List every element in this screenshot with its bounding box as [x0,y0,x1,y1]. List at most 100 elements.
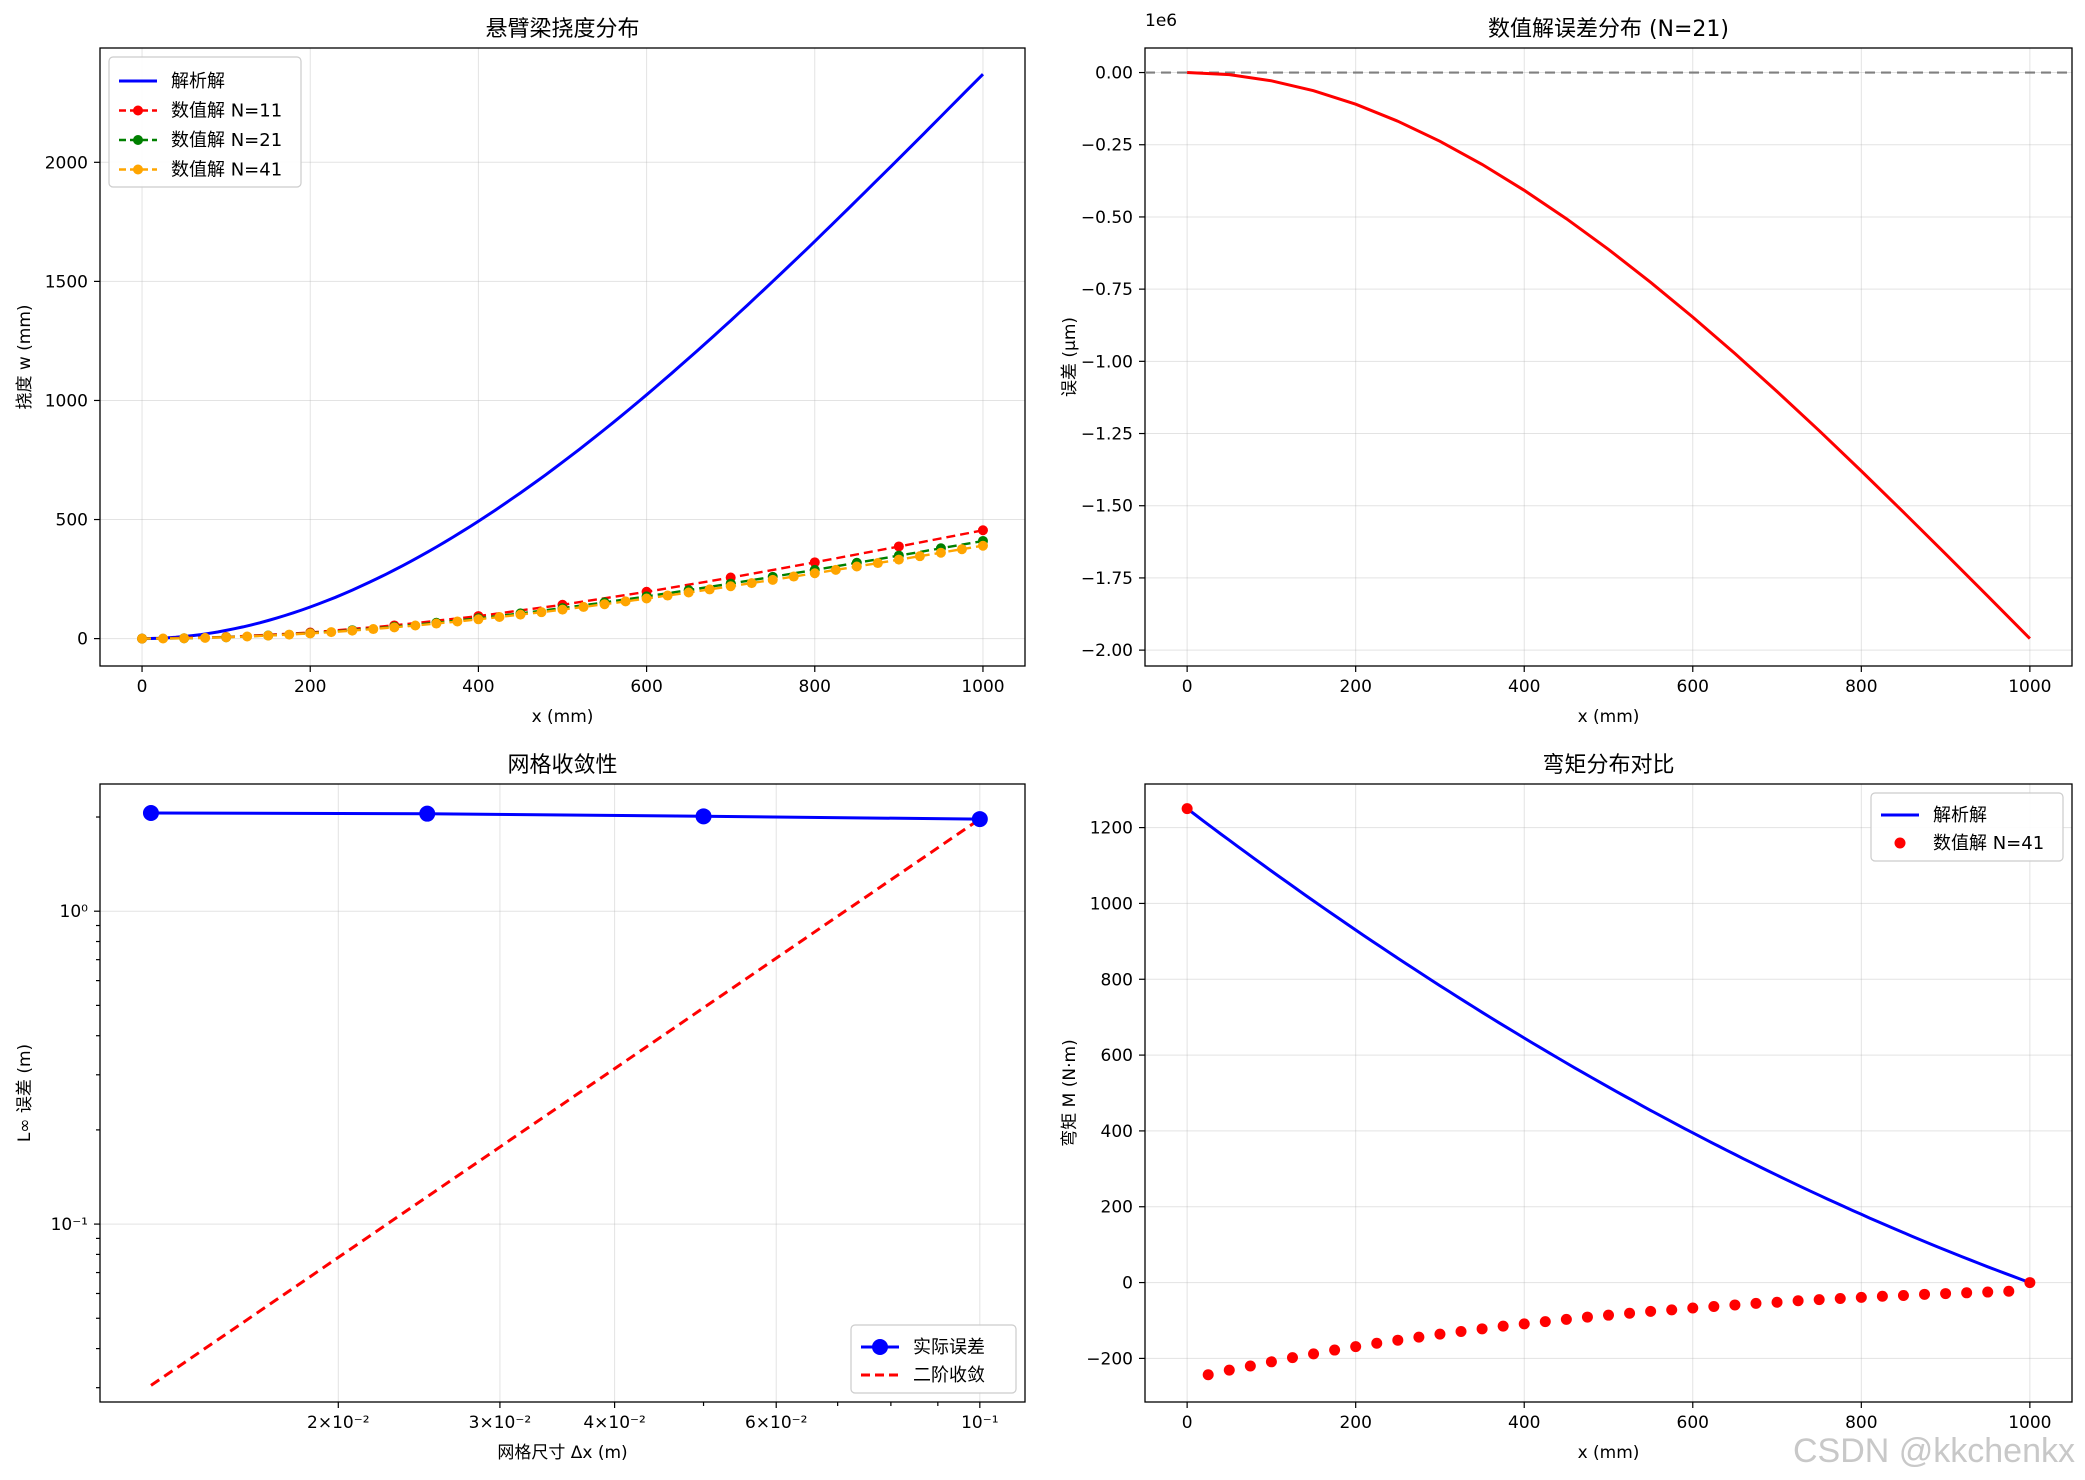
numeric-point [704,584,715,595]
analytic-line [141,73,985,641]
numeric-point [494,612,505,623]
moment-numeric-point [1560,1313,1572,1325]
moment-numeric-point [1771,1296,1783,1308]
y-tick-label: −0.75 [1081,280,1133,300]
moment-numeric-point [1476,1323,1488,1335]
legend-label: 解析解 [171,71,225,92]
y-tick-label: 0.00 [1095,64,1133,84]
x-axis-label: x (mm) [1578,707,1640,727]
chart-title: 数值解误差分布 (N=21) [1488,17,1729,42]
actual-error-point [142,804,159,821]
moment-numeric-point [1982,1286,1994,1298]
x-tick-label: 800 [1845,1413,1877,1433]
moment-numeric-point [1539,1316,1551,1328]
y-tick-label: −1.25 [1081,425,1133,445]
moment-numeric-point [1729,1299,1741,1311]
moment-numeric-point [1497,1320,1509,1332]
y-tick-label: −200 [1086,1349,1133,1369]
numeric-point [851,561,862,572]
x-tick-label: 200 [294,677,326,697]
numeric-point [578,601,589,612]
y-tick-label: 1000 [1090,894,1133,914]
moment-numeric-point [1813,1294,1825,1306]
moment-numeric-point [1876,1290,1888,1302]
numeric-point [305,628,316,639]
x-axis-label: x (mm) [532,707,594,727]
y-tick-label: 200 [1101,1198,1133,1218]
numeric-point [410,620,421,631]
y-tick-label: 0 [1122,1274,1133,1294]
legend-marker [133,105,143,116]
moment-numeric-point [1624,1307,1636,1319]
numeric-point [956,544,967,555]
convergence-chart: 2×10⁻² 3×10⁻² 4×10⁻² 6×10⁻² 10⁻¹ 10⁰ 10⁻¹ 网格收敛性… [15,753,1026,1463]
y-axis-label: 弯矩 M (N·m) [1060,1039,1080,1146]
legend [108,56,302,188]
numeric-point [158,633,169,644]
moment-numeric-point [1855,1291,1867,1303]
numeric-point [809,568,820,579]
plot-frame [1144,783,2073,1403]
actual-error-point [419,805,436,822]
plot-frame [99,783,1026,1403]
moment-numeric-point [1603,1309,1614,1321]
x-tick-label: 400 [462,677,494,697]
numeric-point [683,587,694,598]
moment-numeric-point [1792,1295,1804,1307]
x-tick-label: 0 [137,677,148,697]
legend-marker [133,135,143,145]
legend-label: 实际误差 [913,1337,985,1358]
numeric-point [515,609,526,620]
x-tick-label: 400 [1508,1413,1540,1433]
numeric-point [326,627,337,638]
numeric-point [473,614,484,625]
y-tick-label: −2.00 [1081,641,1133,661]
moment-numeric-point [1329,1344,1341,1356]
x-tick-label: 800 [799,677,831,697]
numeric-point [893,541,904,552]
numeric-point [347,625,358,636]
legend-marker [1894,837,1906,849]
numeric-point [935,547,946,558]
moment-numeric-point [1750,1297,1762,1309]
numeric-point [830,564,841,575]
numeric-point [641,593,652,604]
moment-analytic-line [1186,807,2031,1285]
numeric-point [977,525,988,536]
legend-label: 数值解 N=41 [171,160,282,181]
y-tick-label: −0.25 [1081,136,1133,156]
moment-numeric-point [1581,1311,1593,1323]
x-tick-label: 0 [1182,1413,1193,1433]
y-tick-label: 0 [77,630,88,650]
moment-numeric-point [1645,1305,1657,1317]
numeric-point [221,632,232,643]
grid [100,784,1025,1402]
moment-numeric-point [1687,1302,1699,1314]
numeric-point [788,571,799,582]
numeric-point [662,590,673,601]
legend-marker [133,164,143,175]
y-tick-label: 400 [1101,1122,1133,1142]
moment-numeric-point [1708,1300,1720,1312]
legend-label: 二阶收敛 [913,1365,985,1386]
moment-numeric-point [1265,1356,1277,1368]
plot-frame [1144,47,2073,667]
numeric-line-1 [141,529,984,640]
numeric-point [893,554,904,565]
moment-numeric-point [1371,1337,1383,1349]
x-tick-label: 2×10⁻² [307,1413,369,1433]
y-tick-label: 500 [56,511,88,531]
moment-numeric-point [1308,1348,1320,1360]
x-axis-label: x (mm) [1578,1443,1640,1463]
chart-title: 网格收敛性 [507,753,617,778]
x-tick-label: 6×10⁻² [745,1413,807,1433]
numeric-point [746,578,757,589]
moment-numeric-point [2003,1285,2015,1297]
y-tick-label: 800 [1101,970,1133,990]
second-order-line [150,817,981,1387]
numeric-point [536,607,547,618]
x-tick-label: 1000 [961,677,1004,697]
moment-numeric-point [2024,1277,2036,1289]
legend-label: 解析解 [1933,805,1987,826]
numeric-point [200,632,211,643]
